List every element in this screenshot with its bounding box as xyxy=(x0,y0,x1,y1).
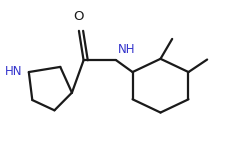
Text: NH: NH xyxy=(118,43,136,56)
Text: O: O xyxy=(74,11,84,23)
Text: HN: HN xyxy=(5,65,22,78)
